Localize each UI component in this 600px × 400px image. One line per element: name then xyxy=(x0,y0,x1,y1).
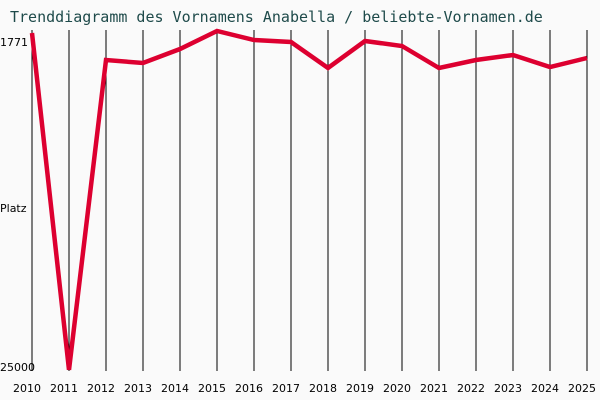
y-axis-label: Platz xyxy=(0,202,27,215)
x-tick-label: 2015 xyxy=(198,382,226,395)
x-tick-label: 2024 xyxy=(531,382,559,395)
x-tick-label: 2021 xyxy=(420,382,448,395)
series-line xyxy=(29,28,588,371)
x-tick-label: 2023 xyxy=(494,382,522,395)
y-tick-top: 1771 xyxy=(0,36,28,49)
x-tick-label: 2018 xyxy=(309,382,337,395)
x-tick-label: 2013 xyxy=(124,382,152,395)
x-tick-label: 2025 xyxy=(568,382,596,395)
x-tick-label: 2022 xyxy=(457,382,485,395)
x-tick-label: 2011 xyxy=(50,382,78,395)
x-tick-label: 2020 xyxy=(383,382,411,395)
x-tick-label: 2014 xyxy=(161,382,189,395)
x-tick-label: 2017 xyxy=(272,382,300,395)
y-tick-bottom: 25000 xyxy=(0,361,35,374)
chart-title: Trenddiagramm des Vornamens Anabella / b… xyxy=(10,8,543,26)
x-tick-label: 2016 xyxy=(235,382,263,395)
x-tick-label: 2019 xyxy=(346,382,374,395)
x-tick-label: 2010 xyxy=(13,382,41,395)
x-tick-label: 2012 xyxy=(87,382,115,395)
